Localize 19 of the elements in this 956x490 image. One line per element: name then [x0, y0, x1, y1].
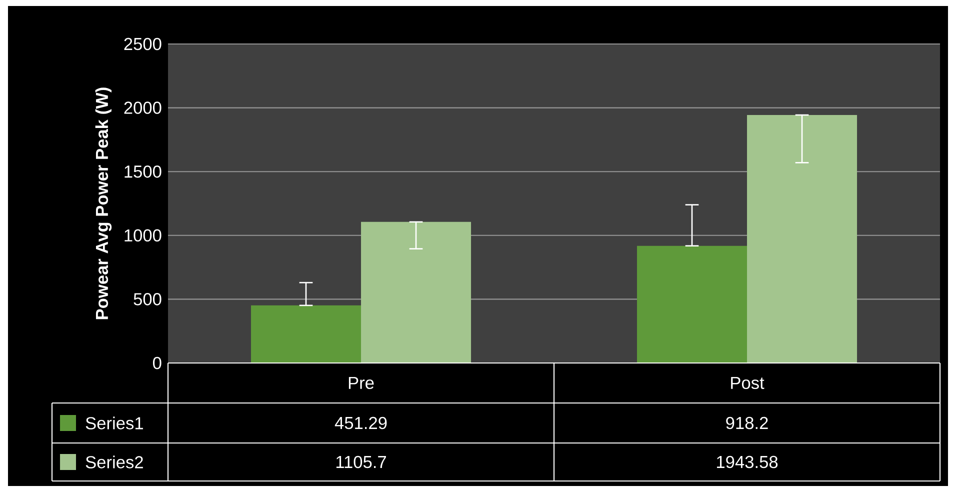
bar	[747, 115, 858, 363]
y-axis-title: Powear Avg Power Peak (W)	[95, 88, 112, 320]
y-tick-label: 1500	[124, 165, 162, 178]
legend-label: Series2	[86, 456, 143, 468]
legend-label: Series1	[86, 416, 143, 430]
y-tick-label: 0	[152, 356, 162, 370]
y-tick-label: 1000	[124, 229, 162, 242]
bar	[636, 246, 748, 363]
y-tick-label: 500	[134, 293, 162, 306]
data-label: 1105.7	[336, 456, 386, 468]
bar	[250, 305, 362, 363]
data-label: 918.2	[726, 416, 768, 430]
data-label: 451.29	[334, 416, 387, 430]
bar	[361, 222, 472, 363]
y-tick-label: 2000	[124, 102, 162, 114]
y-tick-label: 2500	[124, 38, 162, 50]
data-label: 1943.58	[717, 456, 778, 468]
x-tick-label: Post	[731, 376, 764, 390]
x-tick-label: Pre	[348, 376, 374, 390]
